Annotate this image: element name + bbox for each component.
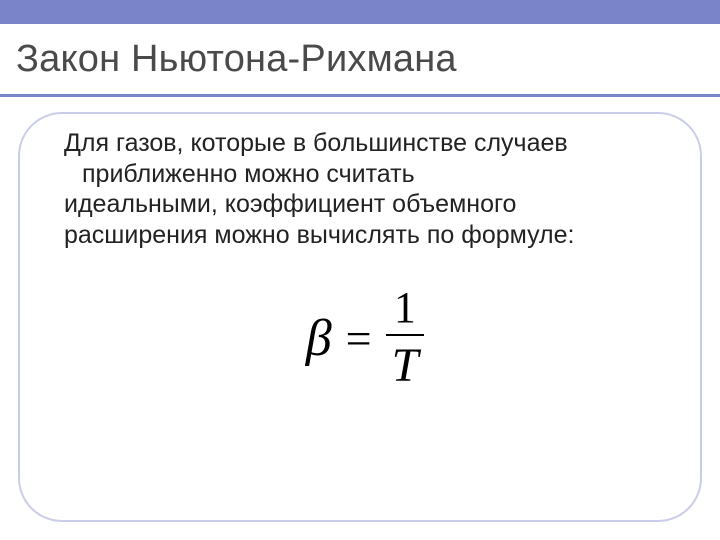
body-line-3: идеальными, коэффициент объемного xyxy=(64,189,666,220)
formula: β = 1 T xyxy=(306,286,425,390)
slide-title: Закон Ньютона-Рихмана xyxy=(16,38,457,81)
title-underline xyxy=(0,94,720,97)
content-frame: Для газов, которые в большинстве случаев… xyxy=(18,112,702,522)
formula-denominator: T xyxy=(386,336,425,390)
title-area: Закон Ньютона-Рихмана xyxy=(0,24,720,94)
body-paragraph: Для газов, которые в большинстве случаев… xyxy=(64,128,666,250)
formula-numerator: 1 xyxy=(388,286,422,334)
formula-equals: = xyxy=(346,312,372,365)
formula-lhs: β xyxy=(306,309,332,368)
body-line-1: Для газов, которые в большинстве случаев xyxy=(64,128,666,159)
header-band xyxy=(0,0,720,24)
formula-container: β = 1 T xyxy=(64,286,666,390)
body-line-2: приближенно можно считать xyxy=(64,159,666,190)
body-line-4: расширения можно вычислять по формуле: xyxy=(64,220,666,251)
formula-fraction: 1 T xyxy=(386,286,425,390)
